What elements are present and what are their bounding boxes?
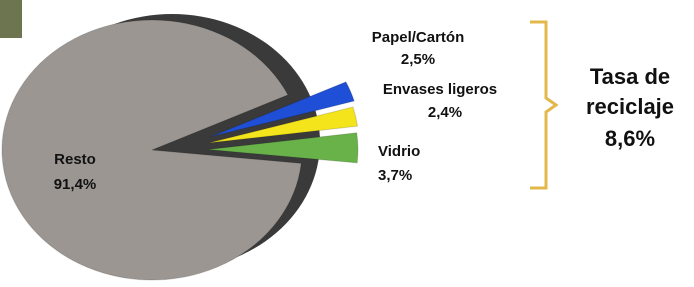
slice-label: Vidrio: [378, 143, 420, 160]
page: {"chart_data": {"type": "pie", "categori…: [0, 0, 694, 282]
annotation: reciclaje: [586, 94, 674, 119]
value-label: 91,4%: [54, 176, 97, 193]
bracket: [530, 22, 556, 188]
value-label: 2,4%: [428, 104, 462, 121]
photo-thumbnail: [0, 0, 22, 38]
slice-label: Papel/Cartón: [372, 29, 465, 46]
slice-label: Envases ligeros: [383, 81, 497, 98]
value-label: 3,7%: [378, 167, 412, 184]
annotation: Tasa de: [590, 64, 670, 89]
chart: Tasa de reciclaje 8,6% Resto 91,4% Papel/C…: [0, 0, 694, 282]
slice-label: Resto: [54, 151, 96, 168]
value-label: 2,5%: [401, 51, 435, 68]
annotation: 8,6%: [605, 126, 655, 151]
